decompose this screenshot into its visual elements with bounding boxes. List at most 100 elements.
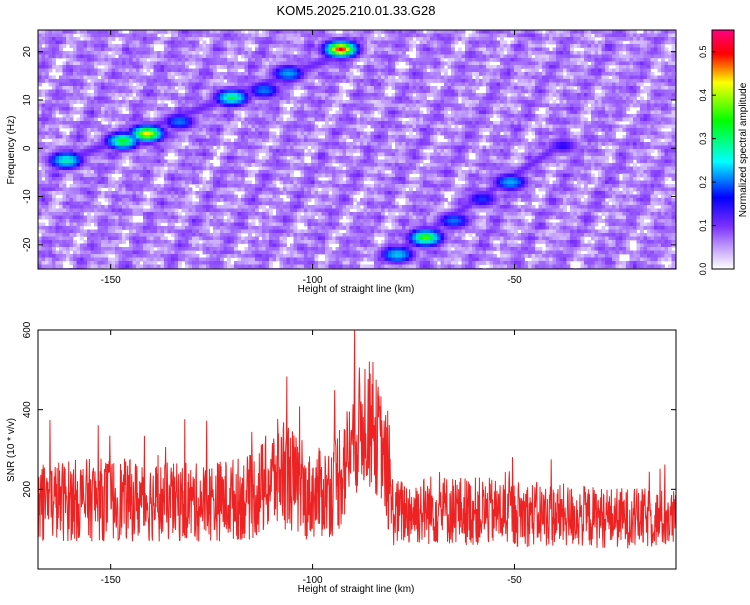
heatmap-cell (237, 93, 242, 97)
heatmap-cell (633, 114, 637, 118)
heatmap-cell (335, 117, 340, 122)
heatmap-cell (132, 100, 137, 104)
heatmap-cell (279, 54, 284, 59)
heatmap-cell (374, 103, 378, 108)
heatmap-cell (566, 58, 571, 62)
heatmap-cell (216, 117, 221, 122)
heatmap-cell (342, 51, 347, 55)
heatmap-cell (332, 128, 336, 132)
heatmap-cell (440, 121, 445, 125)
heatmap-cell (430, 114, 434, 118)
heatmap-cell (129, 61, 133, 66)
heatmap-cell (535, 68, 539, 73)
heatmap-cell (668, 30, 672, 34)
heatmap-cell (59, 117, 63, 122)
heatmap-cell (328, 37, 333, 41)
heatmap-cell (300, 58, 305, 62)
heatmap-cell (594, 117, 599, 122)
heatmap-cell (311, 86, 315, 90)
heatmap-cell (160, 96, 165, 101)
heatmap-cell (531, 107, 536, 111)
heatmap-cell (391, 110, 396, 115)
heatmap-cell (171, 30, 175, 34)
heatmap-cell (640, 89, 644, 94)
heatmap-cell (356, 117, 361, 122)
heatmap-cell (556, 117, 560, 122)
heatmap-cell (87, 93, 91, 97)
heatmap-cell (325, 89, 329, 94)
heatmap-cell (426, 82, 431, 87)
heatmap-cell (276, 107, 280, 111)
heatmap-cell (412, 121, 417, 125)
heatmap-cell (90, 124, 95, 129)
heatmap-cell (94, 75, 98, 80)
heatmap-cell (465, 54, 469, 59)
heatmap-cell (38, 103, 42, 108)
heatmap-cell (188, 37, 193, 41)
heatmap-cell (535, 58, 539, 62)
heatmap-cell (195, 124, 200, 129)
heatmap-cell (377, 124, 382, 129)
heatmap-cell (90, 54, 95, 59)
heatmap-cell (465, 124, 469, 129)
heatmap-cell (167, 107, 172, 111)
heatmap-cell (545, 82, 550, 87)
heatmap-cell (416, 58, 420, 62)
heatmap-cell (80, 44, 84, 48)
heatmap-cell (409, 93, 413, 97)
heatmap-cell (321, 96, 326, 101)
heatmap-cell (437, 61, 441, 66)
heatmap-cell (76, 117, 81, 122)
heatmap-cell (255, 68, 259, 73)
heatmap-cell (510, 117, 515, 122)
heatmap-cell (216, 30, 221, 34)
heatmap-cell (38, 93, 42, 97)
heatmap-cell (48, 37, 53, 41)
heatmap-cell (577, 114, 581, 118)
heatmap-cell (377, 100, 382, 104)
heatmap-cell (174, 65, 179, 69)
heatmap-cell (80, 117, 84, 122)
heatmap-cell (486, 65, 490, 69)
heatmap-cell (318, 72, 322, 76)
heatmap-cell (146, 89, 151, 94)
heatmap-cell (377, 68, 382, 73)
heatmap-cell (265, 58, 270, 62)
heatmap-cell (223, 40, 228, 45)
heatmap-cell (286, 110, 291, 115)
heatmap-cell (258, 107, 263, 111)
heatmap-cell (486, 37, 490, 41)
heatmap-cell (524, 75, 529, 80)
heatmap-cell (83, 124, 88, 129)
heatmap-cell (566, 54, 571, 59)
heatmap-cell (136, 40, 140, 45)
heatmap-cell (66, 30, 70, 34)
heatmap-cell (500, 96, 504, 101)
heatmap-cell (496, 51, 501, 55)
heatmap-cell (440, 124, 445, 129)
heatmap-cell (636, 37, 641, 41)
heatmap-cell (500, 58, 504, 62)
heatmap-cell (465, 121, 469, 125)
heatmap-cell (535, 44, 539, 48)
heatmap-cell (360, 117, 364, 122)
heatmap-cell (605, 40, 609, 45)
heatmap-cell (402, 128, 406, 132)
heatmap-cell (608, 61, 613, 66)
heatmap-cell (307, 72, 312, 76)
heatmap-cell (262, 72, 266, 76)
heatmap-cell (517, 58, 522, 62)
heatmap-cell (619, 107, 623, 111)
heatmap-cell (472, 51, 476, 55)
heatmap-cell (94, 33, 98, 38)
heatmap-cell (55, 107, 60, 111)
heatmap-cell (192, 47, 196, 52)
heatmap-cell (272, 40, 277, 45)
heatmap-cell (636, 68, 641, 73)
heatmap-cell (440, 47, 445, 52)
heatmap-cell (458, 121, 462, 125)
heatmap-cell (276, 93, 280, 97)
heatmap-cell (468, 51, 473, 55)
heatmap-cell (643, 107, 648, 111)
heatmap-cell (311, 103, 315, 108)
